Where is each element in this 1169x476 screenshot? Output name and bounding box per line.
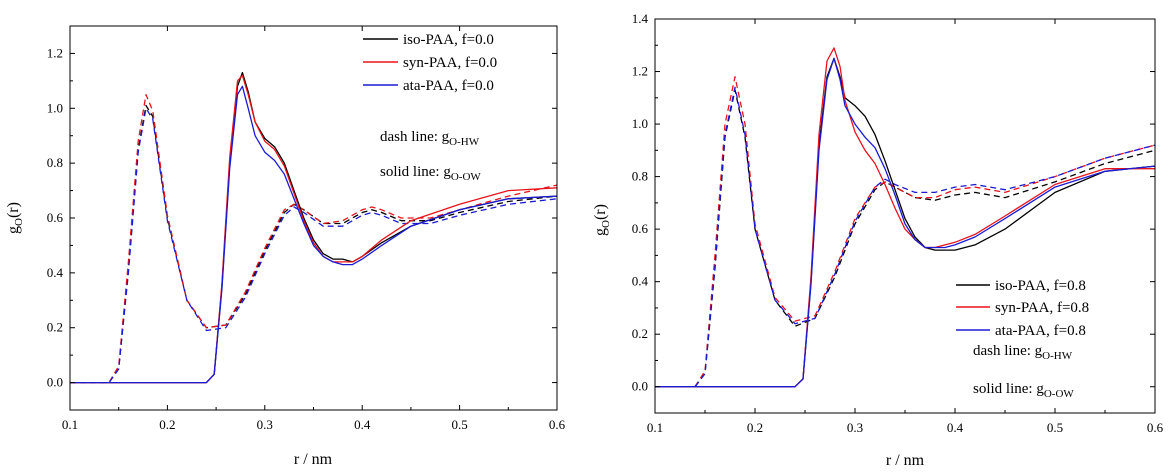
left-note-solid-sub: O-OW	[451, 171, 482, 183]
left-x-tick-label-2: 0.3	[257, 417, 273, 432]
right-note-solid-line: solid line: gO-OW	[973, 381, 1074, 400]
left-note-dash-sub: O-HW	[449, 136, 480, 148]
left-y-tick-label-6: 1.2	[47, 45, 63, 60]
left-note-solid-main: solid line: g	[380, 164, 451, 180]
left-series-layer	[70, 71, 558, 384]
right-y-axis-title-main: g	[592, 228, 609, 236]
left-series-ata-solid	[70, 85, 558, 384]
left-x-tick-label-0: 0.1	[62, 417, 78, 432]
right-y-tick-label-0: 0.0	[632, 379, 648, 394]
right-plot-frame	[654, 18, 1156, 414]
right-legend-label-iso: iso-PAA, f=0.8	[995, 278, 1086, 294]
right-y-axis-title-sub: O	[600, 220, 612, 228]
right-series-layer	[655, 47, 1156, 388]
left-x-tick-label-5: 0.6	[549, 417, 566, 432]
right-legend: iso-PAA, f=0.8 syn-PAA, f=0.8 ata-PAA, f…	[956, 278, 1089, 400]
left-chart-panel: 0.1 0.2 0.3 0.4 0.5 0.60.00.20.40.60.81.01.2 …	[5, 25, 566, 468]
left-note-solid-line: solid line: gO-OW	[380, 164, 481, 183]
right-note-solid-sub: O-OW	[1044, 388, 1075, 400]
right-note-dash-main: dash line: g	[973, 343, 1043, 359]
left-legend-label-syn: syn-PAA, f=0.0	[403, 55, 497, 71]
left-y-tick-label-4: 0.8	[47, 155, 63, 170]
left-note-dash-line: dash line: gO-HW	[380, 129, 480, 148]
right-x-tick-label-4: 0.5	[1047, 420, 1063, 435]
left-y-tick-label-3: 0.6	[47, 210, 64, 225]
left-y-tick-label-2: 0.4	[47, 265, 64, 280]
right-y-axis-title: gO(r)	[592, 204, 612, 236]
left-legend-label-ata: ata-PAA, f=0.0	[403, 78, 494, 94]
left-legend-label-iso: iso-PAA, f=0.0	[403, 32, 494, 48]
left-series-syn-solid	[70, 74, 558, 384]
left-series-iso-solid	[70, 71, 558, 384]
right-series-ata-solid	[655, 57, 1156, 388]
right-x-tick-label-1: 0.2	[747, 420, 763, 435]
left-legend: iso-PAA, f=0.0 syn-PAA, f=0.0 ata-PAA, f…	[363, 32, 497, 183]
right-x-tick-label-3: 0.4	[947, 420, 964, 435]
right-ticks-layer: 0.1 0.2 0.3 0.4 0.5 0.6 0.0 0.2 0.4 0.6 0.8 1.0 1.2 1…	[632, 11, 1164, 435]
left-y-axis-title-tail: (r)	[5, 202, 22, 218]
left-y-tick-label-5: 1.0	[47, 100, 63, 115]
left-x-axis-title: r / nm	[294, 451, 333, 468]
right-legend-label-syn: syn-PAA, f=0.8	[995, 300, 1089, 316]
right-note-solid-main: solid line: g	[973, 381, 1044, 397]
right-legend-label-ata: ata-PAA, f=0.8	[995, 323, 1086, 339]
right-note-dash-sub: O-HW	[1042, 350, 1073, 362]
right-x-tick-label-0: 0.1	[647, 420, 663, 435]
left-y-axis-title-sub: O	[13, 218, 25, 226]
left-x-tick-label-3: 0.4	[354, 417, 371, 432]
right-note-dash-line: dash line: gO-HW	[973, 343, 1073, 362]
right-series-ata-dashed	[655, 86, 1156, 388]
right-series-syn-dashed	[655, 76, 1156, 388]
left-x-tick-label-4: 0.5	[451, 417, 467, 432]
left-series-syn-dashed	[70, 93, 558, 384]
right-series-syn-solid	[655, 47, 1155, 388]
left-y-axis-title-main: g	[5, 226, 22, 234]
left-y-tick-label-0: 0.0	[47, 375, 63, 390]
right-x-tick-label-5: 0.6	[1147, 420, 1164, 435]
right-x-axis-title: r / nm	[886, 452, 925, 469]
right-chart-panel: 0.1 0.2 0.3 0.4 0.5 0.6 0.0 0.2 0.4 0.6 0.8 1.0 1.2 1…	[592, 11, 1164, 469]
right-y-tick-label-1: 0.2	[632, 326, 648, 341]
right-y-tick-label-7: 1.4	[632, 11, 649, 26]
left-ticks-layer: 0.1 0.2 0.3 0.4 0.5 0.6 0.0 0.2 0.4 0.6 0.8 1.0 1.2	[47, 26, 566, 432]
right-y-axis-title-tail: (r)	[592, 204, 609, 220]
right-y-tick-label-4: 0.8	[632, 169, 648, 184]
right-x-tick-label-2: 0.3	[847, 420, 863, 435]
left-y-tick-label-1: 0.2	[47, 320, 63, 335]
left-series-ata-dashed	[70, 107, 558, 384]
right-series-iso-dashed	[655, 89, 1156, 388]
left-y-axis-title: gO(r)	[5, 202, 25, 234]
right-y-tick-label-2: 0.4	[632, 274, 649, 289]
left-x-tick-label-1: 0.2	[159, 417, 175, 432]
right-y-tick-label-6: 1.2	[632, 64, 648, 79]
right-y-tick-label-3: 0.6	[632, 221, 649, 236]
right-y-tick-label-5: 1.0	[632, 116, 648, 131]
left-note-dash-main: dash line: g	[380, 129, 450, 145]
